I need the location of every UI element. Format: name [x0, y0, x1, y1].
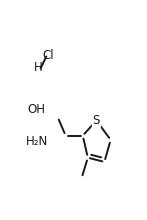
Text: H₂N: H₂N — [26, 136, 48, 149]
Text: H: H — [34, 61, 43, 73]
Text: S: S — [93, 114, 100, 127]
Text: Cl: Cl — [42, 49, 54, 62]
Text: OH: OH — [27, 103, 45, 116]
